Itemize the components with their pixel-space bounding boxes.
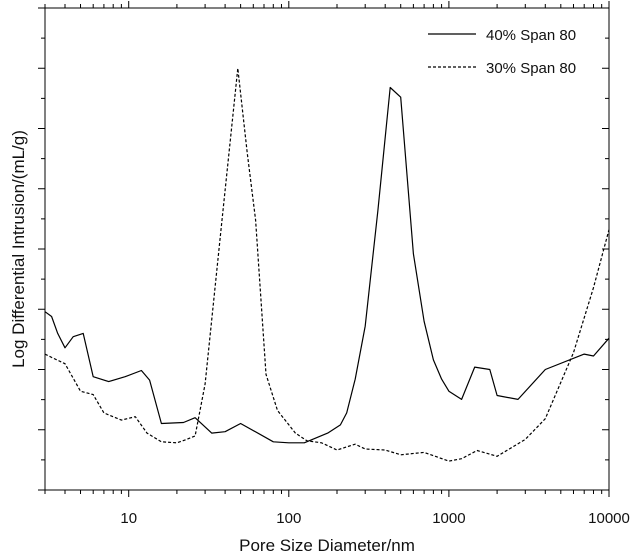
- legend-label-30-span-80: 30% Span 80: [486, 60, 576, 77]
- x-tick-label: 1000: [432, 510, 465, 527]
- series-lines: [44, 67, 610, 462]
- x-tick-label: 100: [276, 510, 301, 527]
- x-tick-label: 10: [120, 510, 137, 527]
- y-axis-title: Log Differential Intrusion/(mL/g): [9, 130, 28, 368]
- y-axis-ticks: [38, 7, 609, 491]
- x-axis-ticks: 10 100 1000 10000: [44, 1, 630, 527]
- legend: 40% Span 80 30% Span 80: [428, 27, 576, 77]
- series-line-30-span-80: [44, 67, 610, 462]
- x-tick-label: 10000: [588, 510, 630, 527]
- series-line-40-span-80: [44, 86, 610, 444]
- x-axis-title: Pore Size Diameter/nm: [239, 536, 415, 555]
- legend-label-40-span-80: 40% Span 80: [486, 27, 576, 44]
